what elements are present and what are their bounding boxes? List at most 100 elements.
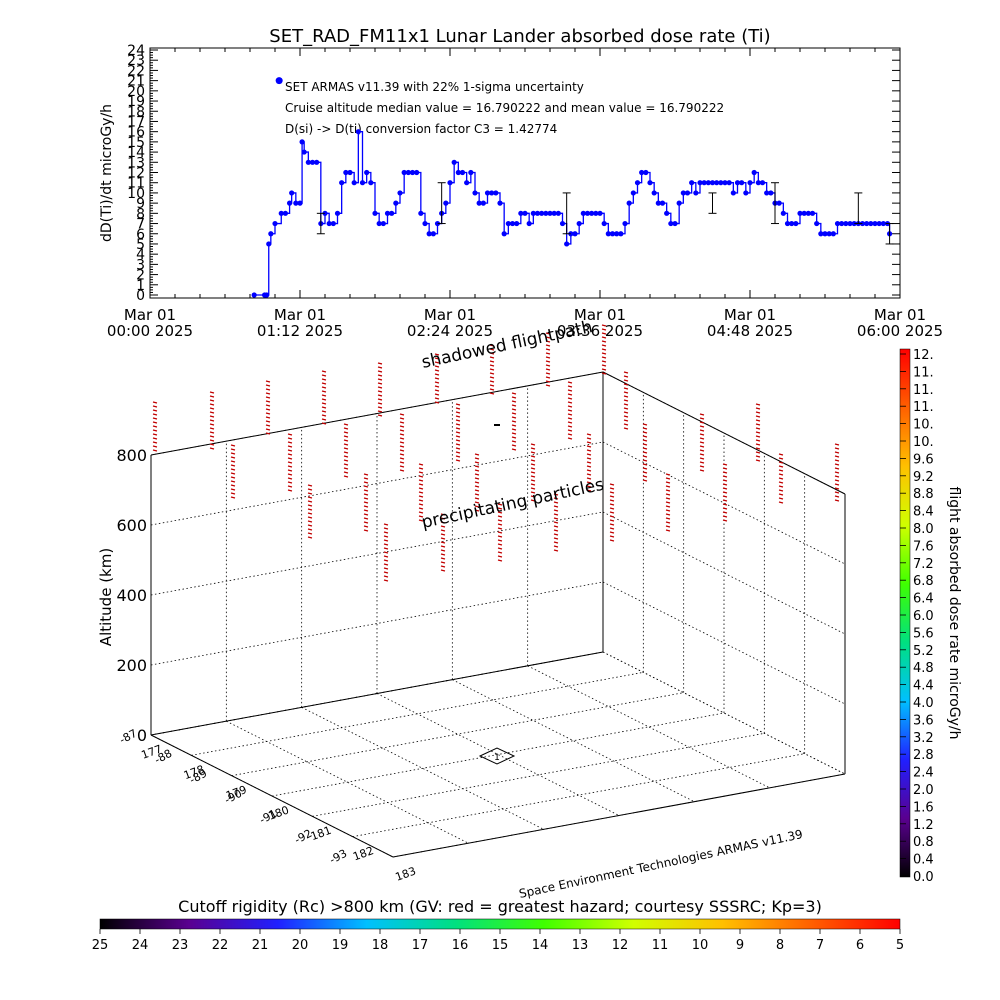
lon-tick-label: 182 bbox=[351, 844, 375, 863]
particle-column-mark bbox=[383, 539, 389, 542]
particle-column-mark bbox=[287, 433, 293, 436]
particle-column-mark bbox=[623, 407, 629, 410]
particle-column-mark bbox=[152, 433, 158, 436]
particle-column-mark bbox=[474, 489, 480, 492]
particle-column-mark bbox=[834, 443, 840, 446]
particle-column-mark bbox=[418, 491, 424, 494]
z-tick-label: 400 bbox=[116, 586, 147, 605]
dose-rate-chart: SET_RAD_FM11x1 Lunar Lander absorbed dos… bbox=[99, 26, 943, 340]
particle-column-mark bbox=[834, 479, 840, 482]
particle-column-mark bbox=[343, 439, 349, 442]
data-point bbox=[484, 190, 491, 196]
particle-column-mark bbox=[440, 557, 446, 560]
particle-column-mark bbox=[601, 328, 607, 331]
colorbar-right-tick-label: 11. bbox=[913, 365, 934, 380]
particle-column-mark bbox=[307, 492, 313, 495]
colorbar-right-tick-label: 0.4 bbox=[913, 853, 934, 868]
lon-tick-label: 180 bbox=[267, 803, 291, 822]
particle-column-mark bbox=[440, 529, 446, 532]
data-point bbox=[739, 180, 745, 186]
floor-grid-line bbox=[312, 732, 765, 817]
particle-column-mark bbox=[287, 453, 293, 456]
particle-column-mark bbox=[209, 423, 215, 426]
data-point bbox=[522, 210, 528, 216]
floor-grid-line bbox=[271, 712, 725, 797]
data-point bbox=[330, 220, 336, 227]
particle-column-mark bbox=[586, 445, 592, 448]
colorbar-right-tick-label: 3.6 bbox=[913, 713, 934, 728]
particle-column-mark bbox=[209, 435, 215, 438]
particle-column-mark bbox=[434, 397, 440, 400]
particle-column-mark bbox=[567, 397, 573, 400]
colorbar-bottom-tick-label: 5 bbox=[896, 938, 904, 953]
data-point bbox=[605, 231, 611, 237]
particle-column-mark bbox=[722, 463, 728, 466]
particle-column-mark bbox=[699, 421, 705, 424]
data-point bbox=[672, 220, 678, 227]
data-point bbox=[709, 180, 716, 186]
data-point bbox=[376, 220, 382, 227]
colorbar-bottom-tick-label: 13 bbox=[572, 938, 589, 953]
data-point bbox=[580, 210, 586, 216]
particle-column-mark bbox=[474, 493, 480, 496]
particle-column-mark bbox=[545, 360, 551, 363]
particle-column-mark bbox=[455, 403, 461, 406]
particle-column-mark bbox=[434, 369, 440, 372]
particle-column-mark bbox=[230, 480, 236, 483]
data-point bbox=[664, 210, 670, 216]
particle-column-mark bbox=[665, 477, 671, 480]
particle-column-mark bbox=[363, 493, 369, 496]
data-point bbox=[468, 169, 474, 176]
particle-column-mark bbox=[474, 477, 480, 480]
wall-grid-line bbox=[150, 581, 604, 666]
particle-column-mark bbox=[399, 417, 405, 420]
data-point bbox=[459, 169, 466, 176]
marker-label: 1 bbox=[494, 753, 500, 763]
particle-column-mark bbox=[511, 408, 517, 411]
particle-column-mark bbox=[343, 447, 349, 450]
data-point bbox=[418, 210, 424, 216]
particle-column-mark bbox=[287, 473, 293, 476]
particle-column-mark bbox=[265, 404, 271, 407]
data-point bbox=[593, 210, 599, 216]
particle-column-mark bbox=[455, 431, 461, 434]
data-point bbox=[743, 190, 749, 196]
data-point bbox=[451, 159, 457, 165]
lon-tick-label: 183 bbox=[394, 864, 418, 883]
particle-column-mark bbox=[399, 469, 405, 472]
particle-column-mark bbox=[321, 414, 327, 417]
data-point bbox=[364, 169, 370, 176]
particle-column-mark bbox=[609, 539, 615, 542]
particle-column-mark bbox=[377, 386, 383, 389]
data-point bbox=[443, 200, 449, 206]
particle-column-mark bbox=[623, 391, 629, 394]
particle-column-mark bbox=[755, 427, 761, 430]
particle-column-mark bbox=[440, 561, 446, 564]
particle-column-mark bbox=[152, 429, 158, 432]
particle-column-mark bbox=[642, 459, 648, 462]
particle-column-mark bbox=[586, 465, 592, 468]
colorbar-right-tick-label: 0.0 bbox=[913, 870, 934, 885]
particle-column-mark bbox=[307, 528, 313, 531]
particle-column-mark bbox=[209, 395, 215, 398]
particle-column-mark bbox=[601, 368, 607, 371]
particle-column-mark bbox=[209, 403, 215, 406]
x-tick-label-time: 06:00 2025 bbox=[857, 322, 943, 340]
data-point bbox=[268, 231, 274, 237]
data-point bbox=[299, 139, 305, 145]
data-point bbox=[518, 210, 524, 216]
particle-column-mark bbox=[567, 417, 573, 420]
particle-column-mark bbox=[545, 336, 551, 339]
particle-column-mark bbox=[623, 427, 629, 430]
particle-column-mark bbox=[383, 571, 389, 574]
particle-column-mark bbox=[418, 463, 424, 466]
particle-column-mark bbox=[642, 447, 648, 450]
data-point bbox=[647, 180, 653, 186]
particle-column-mark bbox=[307, 512, 313, 515]
particle-column-mark bbox=[399, 421, 405, 424]
colorbar-right-tick-label: 8.8 bbox=[913, 487, 934, 502]
colorbar-right-tick-label: 4.4 bbox=[913, 679, 934, 694]
data-point bbox=[422, 220, 428, 227]
floor-grid-line bbox=[376, 693, 620, 816]
y-tick-label: 7 bbox=[136, 217, 145, 233]
